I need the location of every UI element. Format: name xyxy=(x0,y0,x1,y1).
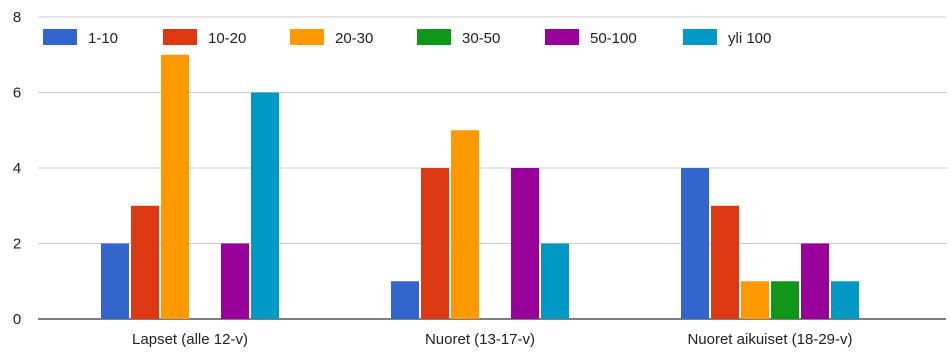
bar-10-20-0[interactable] xyxy=(131,205,159,319)
bar-20-30-1[interactable] xyxy=(451,130,479,319)
bars xyxy=(101,54,859,320)
legend-item[interactable]: 1-10 xyxy=(43,29,118,47)
legend-swatch xyxy=(417,29,451,45)
x-axis-labels: Lapset (alle 12-v) Nuoret (13-17-v) Nuoret… xyxy=(132,331,852,348)
bar-50-100-1[interactable] xyxy=(511,168,539,319)
bar-yli-100-2[interactable] xyxy=(831,281,859,319)
legend-item[interactable]: 30-50 xyxy=(417,29,500,47)
y-tick-label: 4 xyxy=(13,160,21,177)
legend-item[interactable]: 10-20 xyxy=(163,29,246,47)
legend-swatch xyxy=(290,29,324,45)
y-axis-ticks: 0 2 4 6 8 xyxy=(13,9,21,328)
bar-1-10-2[interactable] xyxy=(681,168,709,319)
legend-swatch xyxy=(683,29,717,45)
legend-item[interactable]: 50-100 xyxy=(545,29,637,47)
legend-label: 20-30 xyxy=(335,30,373,47)
legend: 1-10 10-20 20-30 30-50 50-100 yli 100 xyxy=(43,29,771,47)
legend-label: 30-50 xyxy=(462,30,500,47)
bar-20-30-2[interactable] xyxy=(741,281,769,319)
y-tick-label: 8 xyxy=(13,9,21,26)
bar-1-10-1[interactable] xyxy=(391,281,419,319)
legend-label: yli 100 xyxy=(728,30,771,47)
legend-label: 10-20 xyxy=(208,30,246,47)
bar-1-10-0[interactable] xyxy=(101,243,129,320)
bar-yli-100-1[interactable] xyxy=(541,243,569,320)
legend-label: 1-10 xyxy=(88,30,118,47)
x-category-label: Nuoret (13-17-v) xyxy=(425,331,535,348)
x-category-label: Lapset (alle 12-v) xyxy=(132,331,248,348)
bar-20-30-0[interactable] xyxy=(161,54,189,319)
y-tick-label: 2 xyxy=(13,236,21,253)
bar-50-100-0[interactable] xyxy=(221,243,249,320)
x-category-label: Nuoret aikuiset (18-29-v) xyxy=(687,331,852,348)
legend-swatch xyxy=(545,29,579,45)
y-tick-label: 0 xyxy=(13,311,21,328)
bar-30-50-2[interactable] xyxy=(771,281,799,319)
y-tick-label: 6 xyxy=(13,85,21,102)
bar-10-20-2[interactable] xyxy=(711,205,739,319)
legend-item[interactable]: 20-30 xyxy=(290,29,373,47)
legend-swatch xyxy=(163,29,197,45)
bar-10-20-1[interactable] xyxy=(421,168,449,319)
bar-yli-100-0[interactable] xyxy=(251,92,279,320)
legend-swatch xyxy=(43,29,77,45)
bar-50-100-2[interactable] xyxy=(801,243,829,320)
legend-item[interactable]: yli 100 xyxy=(683,29,771,47)
legend-label: 50-100 xyxy=(590,30,637,47)
